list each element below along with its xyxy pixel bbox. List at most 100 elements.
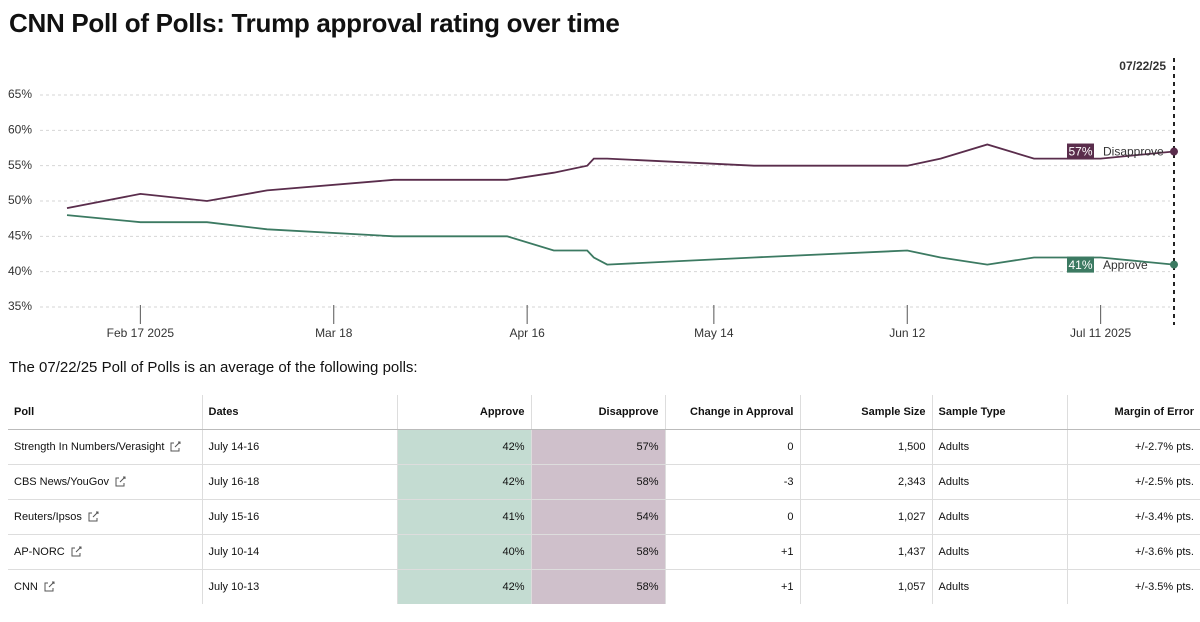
cell-text: 1,057 [897, 581, 926, 593]
table-cell: 54% [530, 499, 665, 535]
cell-text: July 10-14 [208, 546, 260, 558]
column-header: Change in Approval [664, 395, 800, 430]
table-cell: Reuters/Ipsos [8, 499, 202, 535]
cell-text: July 15-16 [208, 511, 260, 523]
cell-text: Adults [938, 581, 970, 593]
table-cell: July 16-18 [201, 464, 397, 500]
y-tick-label: 65% [8, 87, 32, 101]
page-title: CNN Poll of Polls: Trump approval rating… [9, 8, 620, 38]
column-header: Sample Size [799, 395, 932, 430]
x-tick-label: Apr 16 [509, 326, 545, 340]
table-cell: 42% [396, 429, 531, 465]
cell-text: CBS News/YouGov [14, 476, 109, 488]
table-cell: 1,027 [799, 499, 932, 535]
table-cell: Adults [931, 464, 1067, 500]
current-date-label: 07/22/25 [1119, 59, 1166, 73]
cell-text: 0 [787, 441, 794, 453]
cell-text: 40% [502, 546, 525, 558]
cell-text: July 16-18 [208, 476, 260, 488]
table-cell: 58% [530, 464, 665, 500]
cell-text: CNN [14, 581, 38, 593]
cell-text: Adults [938, 546, 970, 558]
external-link-icon[interactable] [170, 441, 181, 452]
table-row: Reuters/Ipsos July 15-16 41% 54% 0 1,027 Adult… [8, 499, 1200, 535]
cell-text: 2,343 [897, 476, 926, 488]
table-cell: 2,343 [799, 464, 932, 500]
x-tick-label: Jul 11 2025 [1070, 326, 1131, 340]
column-header: Approve [396, 395, 531, 430]
column-header: Sample Type [931, 395, 1067, 430]
y-tick-label: 35% [8, 299, 32, 313]
table-cell: +/-2.5% pts. [1066, 464, 1200, 500]
cell-text: +/-2.5% pts. [1134, 476, 1194, 488]
cell-text: 0 [787, 511, 794, 523]
cell-text: 57% [636, 441, 659, 453]
table-cell: CNN [8, 570, 202, 605]
table-cell: 1,437 [799, 534, 932, 570]
cell-text: Adults [938, 511, 970, 523]
cell-text: +/-3.6% pts. [1134, 546, 1194, 558]
cell-text: 54% [636, 511, 659, 523]
cell-text: 42% [502, 581, 525, 593]
table-cell: +/-3.4% pts. [1066, 499, 1200, 535]
cell-text: Strength In Numbers/Verasight [14, 441, 165, 453]
table-cell: Strength In Numbers/Verasight [8, 429, 202, 465]
y-tick-label: 50% [8, 193, 32, 207]
table-cell: +/-3.6% pts. [1066, 534, 1200, 570]
cell-text: July 14-16 [208, 441, 260, 453]
table-cell: July 10-13 [201, 569, 397, 604]
chart: 35% 40% 45% 50% 55% 60% 65% Feb 17 2025 Mar 18 Ap… [8, 58, 1178, 340]
table-cell: Adults [931, 569, 1067, 604]
cell-text: 58% [636, 476, 659, 488]
cell-text: 1,500 [897, 441, 926, 453]
table-row: AP-NORC July 10-14 40% 58% +1 1,437 Adults +/-3… [8, 534, 1200, 570]
column-header: Poll [8, 395, 202, 430]
cell-text: +1 [780, 581, 794, 593]
table-cell: +1 [664, 534, 800, 570]
table-cell: 58% [530, 569, 665, 604]
table-cell: CBS News/YouGov [8, 464, 202, 500]
table-row: CBS News/YouGov July 16-18 42% 58% -3 2,343 Ad… [8, 464, 1200, 500]
table-cell: Adults [931, 499, 1067, 535]
table-cell: +/-2.7% pts. [1066, 429, 1200, 465]
table-cell: +/-3.5% pts. [1066, 569, 1200, 604]
table-cell: July 15-16 [201, 499, 397, 535]
cell-text: +/-3.4% pts. [1134, 511, 1194, 523]
series-line [66, 214, 1175, 266]
table-cell: 41% [396, 499, 531, 535]
table-cell: 42% [396, 569, 531, 604]
y-tick-label: 60% [8, 123, 32, 137]
cell-text: 1,027 [897, 511, 926, 523]
cell-text: Adults [938, 476, 970, 488]
table-intro: The 07/22/25 Poll of Polls is an average… [9, 359, 418, 376]
external-link-icon[interactable] [115, 476, 126, 487]
value-label-bg [1067, 143, 1094, 160]
table-cell: Adults [931, 429, 1067, 465]
table-cell: AP-NORC [8, 534, 202, 570]
x-tick-label: Mar 18 [315, 326, 353, 340]
end-marker [1170, 147, 1178, 156]
external-link-icon[interactable] [44, 581, 55, 592]
cell-text: 42% [502, 441, 525, 453]
series-name: Approve [1103, 258, 1148, 272]
series-name: Disapprove [1103, 145, 1164, 159]
cell-text: 58% [636, 581, 659, 593]
table-row: Strength In Numbers/Verasight July 14-16 4… [8, 429, 1200, 465]
external-link-icon[interactable] [71, 546, 82, 557]
external-link-icon[interactable] [88, 511, 99, 522]
table-cell: 57% [530, 429, 665, 465]
cell-text: 58% [636, 546, 659, 558]
cell-text: 1,437 [897, 546, 926, 558]
table-cell: 1,500 [799, 429, 932, 465]
cell-text: July 10-13 [208, 581, 260, 593]
column-header: Disapprove [530, 395, 665, 430]
x-tick-label: Jun 12 [889, 326, 925, 340]
table-cell: July 14-16 [201, 429, 397, 465]
table-cell: 0 [664, 499, 800, 535]
cell-text: +/-3.5% pts. [1134, 581, 1194, 593]
table-cell: 40% [396, 534, 531, 570]
table-cell: 1,057 [799, 569, 932, 604]
table-cell: +1 [664, 569, 800, 604]
cell-text: 42% [502, 476, 525, 488]
